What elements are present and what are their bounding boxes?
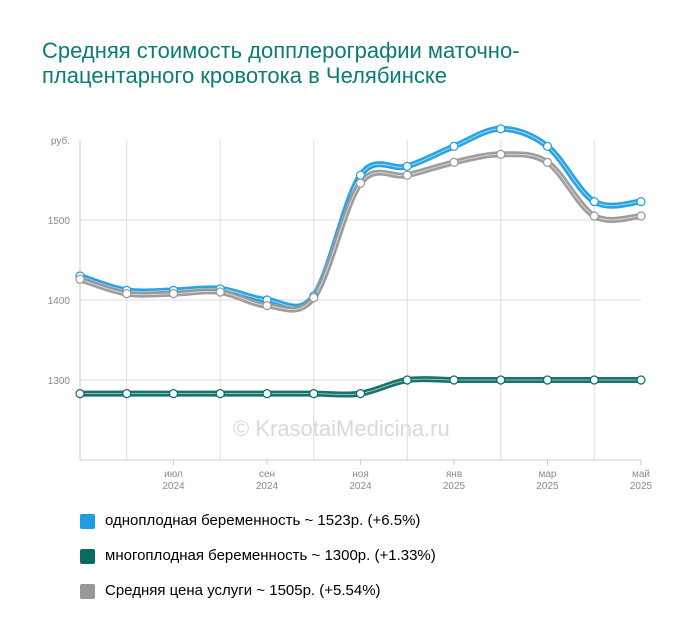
x-tick-label-month: янв [446,469,462,480]
x-tick-label-month: сен [259,469,275,480]
chart-points [75,124,646,399]
legend-swatch [80,549,95,564]
x-tick-label-month: мар [539,469,557,480]
x-tick-label-year: 2024 [349,481,372,492]
data-point [542,157,553,167]
data-point [589,197,599,207]
legend-label: многоплодная беременность ~ 1300р. (+1.3… [105,547,436,564]
data-point [215,287,225,297]
chart-title: Средняя стоимость допплерографии маточно… [42,38,520,88]
chart-series [77,125,644,398]
x-tick-label-year: 2025 [536,481,559,492]
y-tick-label: 1300 [48,376,71,387]
data-point [168,289,179,299]
data-point [75,274,85,284]
data-point [542,375,553,385]
data-point [636,375,646,385]
data-point [122,389,132,399]
data-point [122,289,132,299]
data-point [355,170,366,180]
legend-label: Средняя цена услуги ~ 1505р. (+5.54%) [105,582,381,599]
data-point [589,211,599,221]
data-point [262,389,272,399]
data-point [496,375,506,385]
data-point [449,375,459,385]
chart-axes: 130014001500руб.июл2024сен2024ноя2024янв… [48,135,653,492]
data-point [542,141,553,151]
legend-swatch [80,514,95,529]
x-tick-label-year: 2025 [630,481,653,492]
data-point [309,389,319,399]
data-point [215,389,225,399]
x-tick-label-month: ноя [352,469,369,480]
data-point [168,389,179,399]
data-point [496,124,506,134]
x-tick-label-year: 2024 [162,481,185,492]
data-point [355,389,366,399]
data-point [449,157,459,167]
data-point [402,170,412,180]
y-tick-label: 1400 [48,296,71,307]
data-point [355,178,366,188]
x-tick-label-month: май [632,469,650,480]
data-point [496,149,506,159]
legend-swatch [80,584,95,599]
y-axis-unit: руб. [51,135,70,147]
series-line [77,125,644,310]
data-point [309,293,319,303]
y-tick-label: 1500 [48,216,71,227]
data-point [636,197,646,207]
x-tick-label-month: июл [164,469,183,480]
data-point [449,141,459,151]
data-point [402,161,412,171]
data-point [402,375,412,385]
data-point [589,375,599,385]
data-point [262,301,272,311]
watermark: © KrasotaiMedicina.ru [233,416,450,441]
x-tick-label-year: 2024 [256,481,279,492]
x-tick-label-year: 2025 [443,481,466,492]
data-point [75,389,85,399]
legend-label: однoплодная беременность ~ 1523р. (+6.5%… [105,512,421,529]
data-point [636,211,646,221]
